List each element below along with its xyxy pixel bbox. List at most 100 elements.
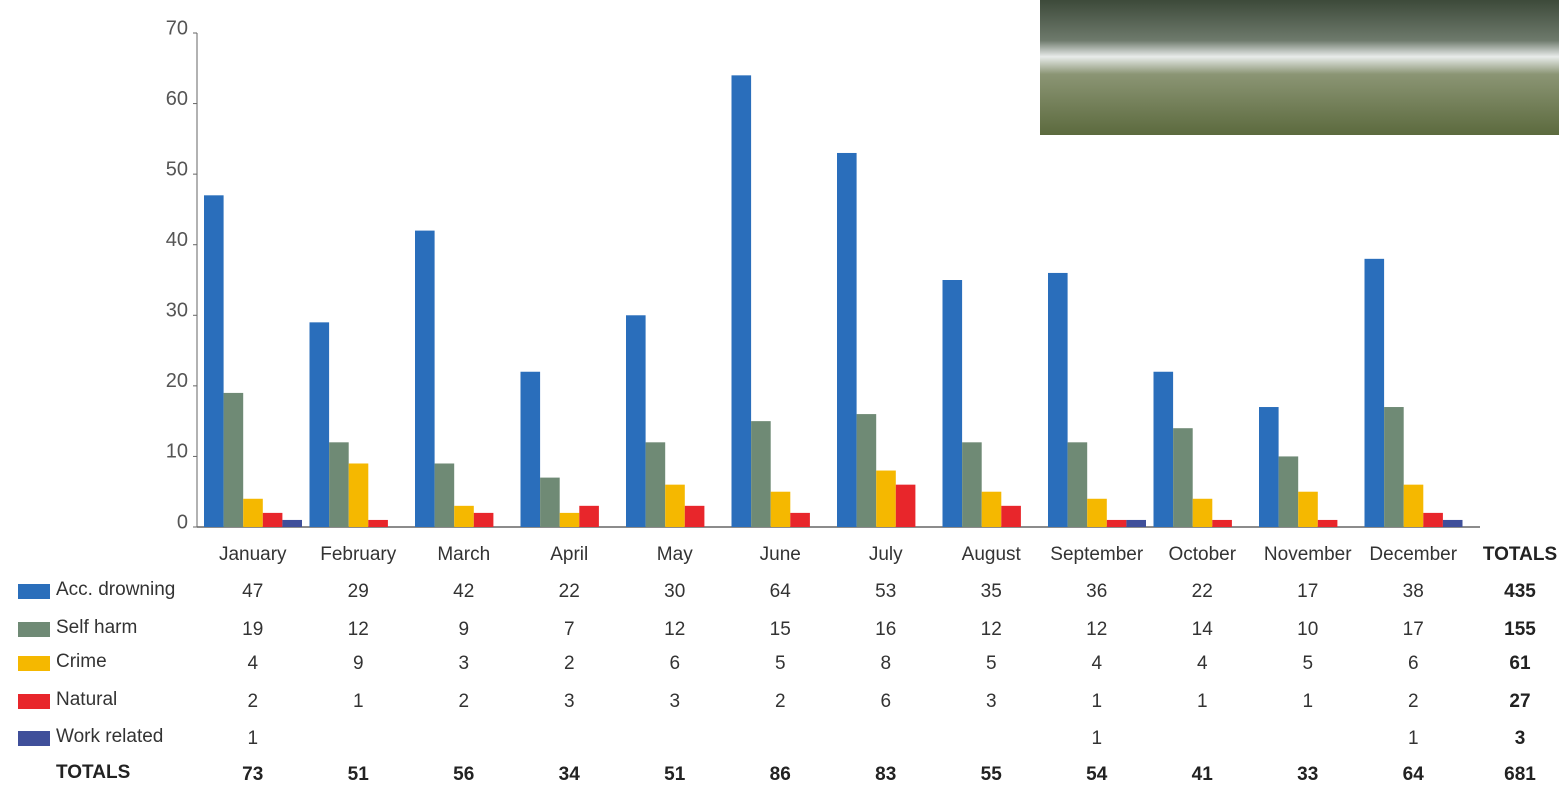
bar — [790, 512, 810, 527]
category-total: 56 — [453, 764, 474, 785]
legend-label: Natural — [56, 689, 117, 710]
table-cell: 3 — [669, 691, 680, 712]
bar — [1001, 505, 1021, 527]
category-total: 51 — [348, 764, 370, 785]
bar — [1364, 258, 1385, 527]
bar — [1048, 272, 1068, 527]
category-total: 83 — [875, 764, 896, 785]
y-tick-label: 50 — [166, 158, 188, 180]
bar — [368, 519, 388, 527]
bar — [1192, 498, 1213, 527]
table-cell: 6 — [1408, 653, 1419, 674]
y-tick-label: 0 — [177, 511, 188, 533]
table-cell: 1 — [1091, 728, 1102, 749]
bar — [1278, 456, 1299, 527]
bar — [1442, 519, 1463, 527]
table-cell: 12 — [1086, 619, 1107, 640]
table-cell: 29 — [348, 581, 369, 602]
table-cell: 14 — [1192, 619, 1214, 640]
table-cell: 22 — [1192, 581, 1213, 602]
category-total: 55 — [981, 764, 1003, 785]
bar — [665, 484, 685, 527]
y-tick-label: 60 — [166, 88, 188, 110]
bar — [1212, 519, 1232, 527]
x-tick-label: August — [962, 544, 1022, 565]
bar — [1106, 519, 1127, 527]
x-tick-label: March — [437, 544, 490, 565]
table-cell: 64 — [770, 581, 792, 602]
bar — [243, 498, 263, 527]
category-total: 33 — [1297, 764, 1318, 785]
bar — [837, 152, 857, 527]
y-tick-label: 30 — [166, 300, 188, 322]
table-cell: 9 — [353, 653, 364, 674]
table-cell: 1 — [1197, 691, 1208, 712]
bar — [454, 505, 474, 527]
table-cell: 5 — [775, 653, 786, 674]
category-total: 64 — [1403, 764, 1425, 785]
category-total: 51 — [664, 764, 686, 785]
table-cell: 53 — [875, 581, 896, 602]
bar — [645, 442, 666, 527]
bar — [626, 315, 646, 527]
photo — [1040, 0, 1559, 135]
bar — [1317, 519, 1338, 527]
table-cell: 8 — [880, 653, 891, 674]
table-cell: 12 — [981, 619, 1002, 640]
table-cell: 3 — [986, 691, 997, 712]
legend-label: Crime — [56, 651, 107, 672]
x-tick-label: June — [760, 544, 801, 565]
bar — [876, 470, 896, 527]
table-cell: 5 — [986, 653, 997, 674]
bar — [434, 463, 455, 527]
category-total: 73 — [242, 764, 263, 785]
table-cell: 15 — [770, 619, 791, 640]
category-total: 34 — [559, 764, 581, 785]
grand-total: 681 — [1504, 764, 1536, 785]
table-cell: 38 — [1403, 581, 1424, 602]
x-tick-label: December — [1369, 544, 1457, 565]
table-cell: 17 — [1297, 581, 1318, 602]
bar — [856, 414, 877, 527]
bar — [1067, 442, 1088, 527]
series-total: 27 — [1509, 691, 1530, 712]
table-cell: 10 — [1297, 619, 1318, 640]
table-cell: 22 — [559, 581, 580, 602]
table-cell: 16 — [875, 619, 896, 640]
table-cell: 12 — [664, 619, 685, 640]
table-cell: 2 — [458, 691, 469, 712]
bar — [520, 371, 541, 527]
y-tick-label: 10 — [166, 441, 188, 463]
bar — [962, 442, 982, 527]
table-cell: 47 — [242, 581, 263, 602]
bar — [751, 421, 771, 527]
series-total: 3 — [1515, 728, 1526, 749]
table-cell: 2 — [1408, 691, 1419, 712]
x-tick-label: October — [1168, 544, 1236, 565]
bar — [282, 519, 302, 527]
table-cell: 3 — [564, 691, 575, 712]
table-cell: 17 — [1403, 619, 1424, 640]
table-cell: 42 — [453, 581, 474, 602]
legend-swatch — [18, 656, 50, 671]
table-cell: 1 — [1408, 728, 1419, 749]
bar — [329, 442, 349, 527]
table-cell: 9 — [458, 619, 469, 640]
bar — [1298, 491, 1318, 527]
bar — [1087, 498, 1107, 527]
x-tick-label: January — [219, 544, 287, 565]
series-total: 61 — [1509, 653, 1531, 674]
bar — [1384, 407, 1404, 527]
category-total: 54 — [1086, 764, 1108, 785]
table-cell: 2 — [247, 691, 258, 712]
legend-swatch — [18, 731, 50, 746]
legend-swatch — [18, 622, 50, 637]
bar — [1173, 428, 1193, 527]
legend-label: Work related — [56, 726, 163, 747]
table-cell: 3 — [458, 653, 469, 674]
bar — [1153, 371, 1174, 527]
bar — [415, 230, 435, 527]
table-cell: 35 — [981, 581, 1002, 602]
table-cell: 6 — [880, 691, 891, 712]
bar — [204, 195, 224, 528]
